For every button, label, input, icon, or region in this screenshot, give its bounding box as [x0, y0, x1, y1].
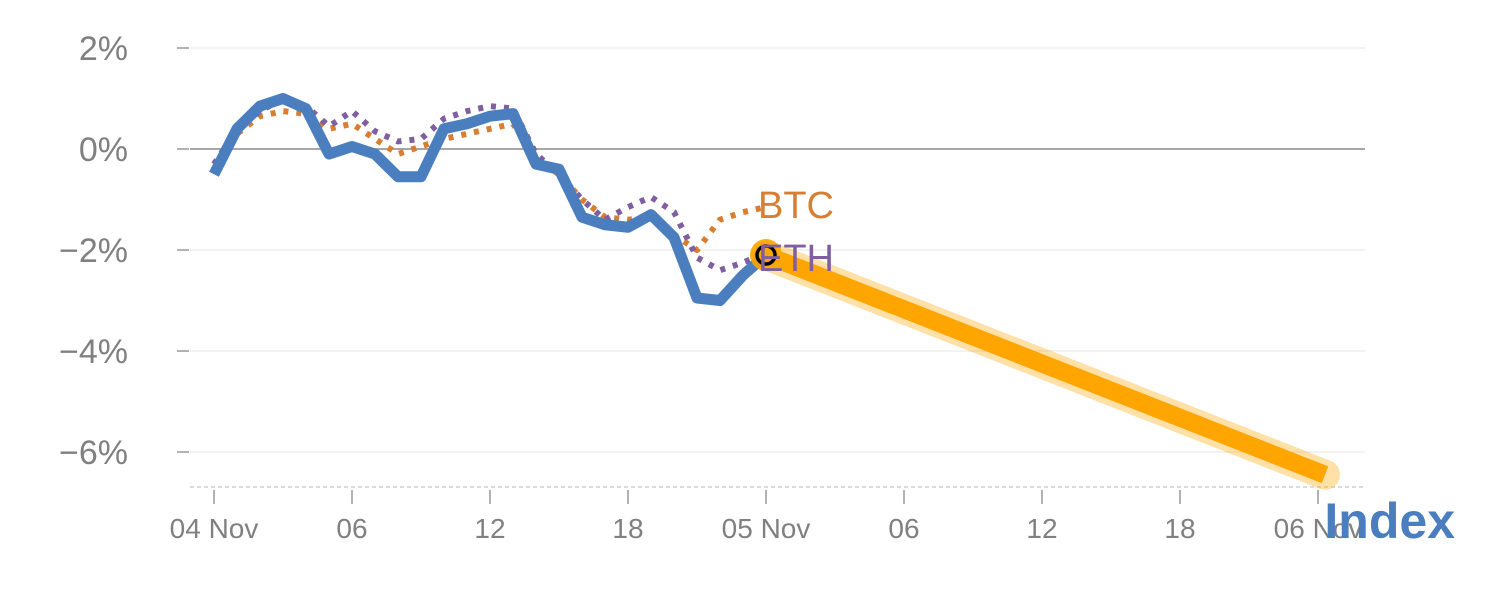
y-tick-label: 0% [79, 131, 128, 169]
series-label-btc: BTC [758, 185, 834, 227]
series-index-line [209, 93, 770, 306]
x-axis: 04 Nov 06 12 18 05 Nov 06 12 18 06 Nov [170, 486, 1365, 544]
x-tick-label: 12 [1026, 513, 1057, 544]
x-tick-label: 06 Nov [1274, 513, 1363, 544]
y-tick-label: −2% [59, 232, 128, 270]
x-tick-label: 06 [336, 513, 367, 544]
series-label-index: Index [1324, 493, 1455, 549]
y-tick-label: −4% [59, 333, 128, 371]
y-axis: 2% 0% −2% −4% −6% [59, 30, 189, 472]
projection-line [762, 246, 1329, 484]
x-tick-label: 06 [888, 513, 919, 544]
y-tick-label: −6% [59, 434, 128, 472]
marker-dot [755, 244, 777, 266]
x-tick-label: 04 Nov [170, 513, 259, 544]
x-tick-label: 12 [474, 513, 505, 544]
series-layer [209, 93, 782, 306]
x-tick-label: 18 [1164, 513, 1195, 544]
label-layer: BTC ETH Index [758, 185, 1455, 549]
projection-layer [751, 240, 1340, 490]
x-tick-label: 18 [612, 513, 643, 544]
series-label-eth: ETH [758, 238, 834, 280]
series-btc-line [211, 108, 767, 253]
x-tick-label: 05 Nov [722, 513, 811, 544]
y-tick-label: 2% [79, 30, 128, 68]
